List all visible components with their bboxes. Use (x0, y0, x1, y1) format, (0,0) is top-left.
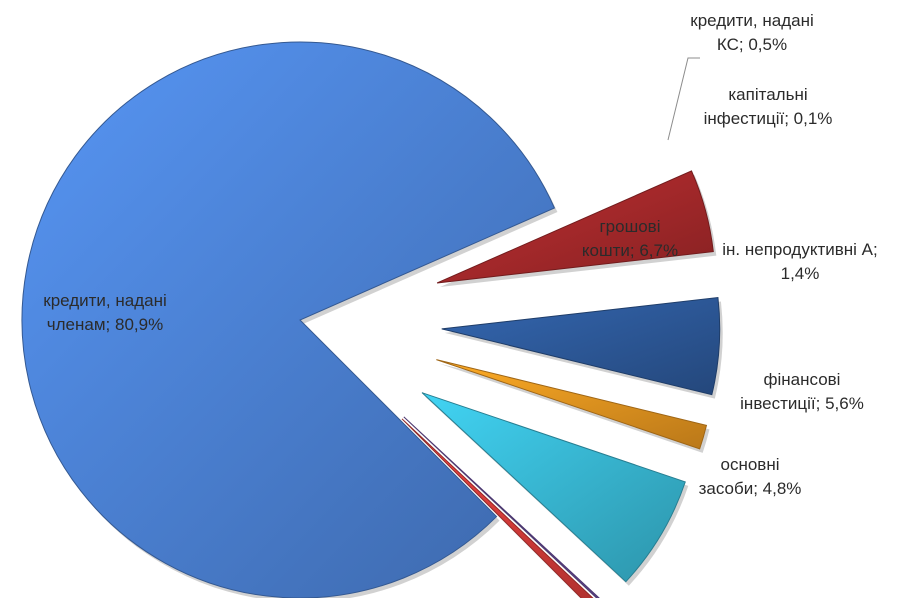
pie-slice-фінансові-інвестиції (441, 296, 721, 396)
pie-slices (21, 41, 723, 598)
slice-label-line: членам; 80,9% (47, 315, 163, 334)
slice-label-кредити-надані-кс: кредити, надані КС; 0,5% (690, 11, 814, 54)
pie-slice-основні-засоби (436, 170, 714, 284)
pie-slice-кредити-надані-кс (401, 418, 594, 598)
slice-label-капітальні-інфестиції: капітальні інфестиції; 0,1% (704, 85, 833, 128)
slice-label-грошові-кошти: грошові кошти; 6,7% (582, 217, 678, 260)
slice-label-line: ін. непродуктивні А; (722, 240, 878, 259)
slice-label-line: фінансові (764, 370, 841, 389)
slice-label-line: інвестиції; 5,6% (740, 394, 864, 413)
slice-label-line: КС; 0,5% (717, 35, 787, 54)
leader-line-credits-ks (667, 57, 700, 141)
pie-slice-грошові-кошти (421, 392, 686, 583)
slice-label-кредити-надані-членам: кредити, надані членам; 80,9% (43, 291, 167, 334)
slice-label-line: 1,4% (781, 264, 820, 283)
slice-labels: кредити, надані членам; 80,9% основні засоб… (43, 11, 878, 498)
slice-label-line: інфестиції; 0,1% (704, 109, 833, 128)
pie-slice-капітальні-інфестиції (403, 416, 600, 598)
slice-label-line: грошові (599, 217, 660, 236)
slice-label-line: кредити, надані (43, 291, 167, 310)
leader-lines (667, 57, 700, 141)
slice-label-ін-непродуктивні-а: ін. непродуктивні А; 1,4% (722, 240, 878, 283)
slice-label-фінансові-інвестиції: фінансові інвестиції; 5,6% (740, 370, 864, 413)
slice-label-line: основні (721, 455, 780, 474)
slice-label-основні-засоби: основні засоби; 4,8% (699, 455, 802, 498)
pie-slice-ін-непродуктивні-а (436, 359, 708, 450)
slice-label-line: капітальні (728, 85, 807, 104)
pie-slice-shadow-3 (439, 363, 710, 453)
slice-label-line: кредити, надані (690, 11, 814, 30)
slice-label-line: засоби; 4,8% (699, 479, 802, 498)
slice-label-line: кошти; 6,7% (582, 241, 678, 260)
